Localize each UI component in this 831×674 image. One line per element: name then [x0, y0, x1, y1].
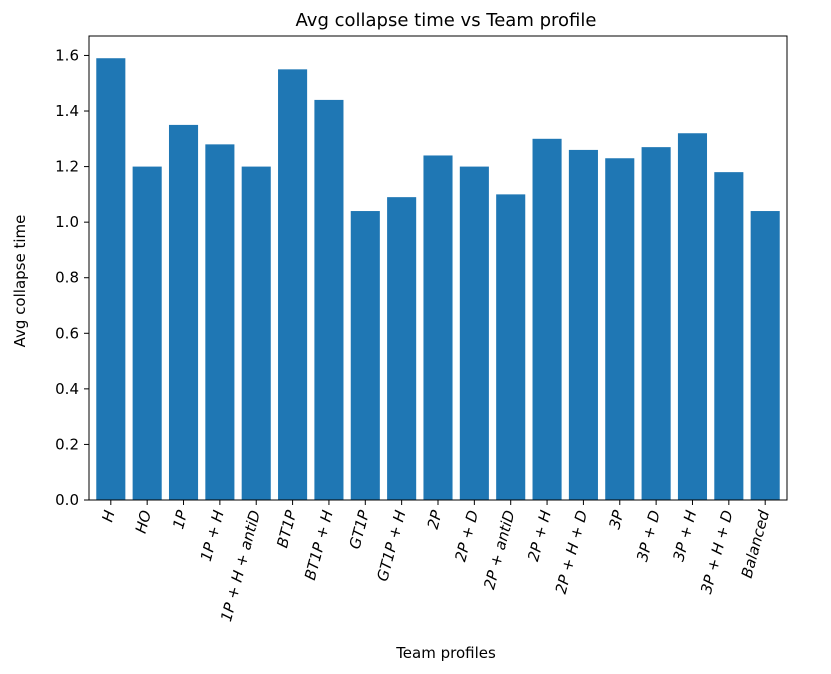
y-axis-ticks: 0.0 0.2 0.4 0.6 0.8 1.0 1.2 1.4 1.6 — [55, 46, 89, 509]
y-tick-label-8: 1.6 — [55, 46, 79, 64]
chart-title: Avg collapse time vs Team profile — [296, 10, 597, 31]
bar-17 — [714, 172, 744, 500]
x-tick-label-6: BT1P + H — [301, 508, 337, 582]
x-tick-label-1: HO — [132, 508, 155, 535]
y-tick-label-2: 0.4 — [55, 380, 79, 398]
bar-16 — [677, 133, 708, 500]
bar-9 — [423, 155, 453, 500]
x-tick-label-17: 3P + H + D — [697, 508, 737, 595]
x-tick-label-9: 2P — [424, 507, 446, 531]
x-tick-label-14: 3P — [605, 507, 627, 531]
x-tick-label-16: 3P + H — [670, 508, 701, 563]
x-tick-label-2: 1P — [169, 507, 191, 531]
bar-3 — [205, 144, 235, 500]
bars-group — [96, 58, 780, 501]
x-tick-label-10: 2P + D — [451, 508, 482, 563]
bar-8 — [387, 197, 417, 500]
y-tick-label-5: 1.0 — [55, 213, 79, 231]
x-tick-label-8: GT1P + H — [373, 508, 409, 583]
y-tick-label-4: 0.8 — [55, 269, 79, 287]
bar-18 — [750, 211, 780, 500]
x-tick-label-5: BT1P — [273, 507, 300, 549]
x-tick-label-7: GT1P — [346, 507, 374, 551]
bar-7 — [350, 211, 380, 500]
y-tick-label-0: 0.0 — [55, 491, 79, 509]
y-tick-label-3: 0.6 — [55, 324, 79, 342]
bar-13 — [568, 149, 598, 500]
y-axis-label: Avg collapse time — [11, 215, 29, 348]
x-axis-ticks: H HO 1P 1P + H1P + H + antiD BT1P BT1P + H GT1… — [98, 500, 773, 624]
x-tick-label-15: 3P + D — [633, 508, 664, 563]
x-tick-label-0: H — [98, 508, 118, 524]
x-tick-label-11: 2P + antiD — [480, 508, 518, 591]
bar-14 — [605, 158, 635, 500]
bar-12 — [532, 138, 562, 500]
bar-4 — [241, 166, 271, 500]
bar-10 — [459, 166, 489, 500]
y-tick-label-1: 0.2 — [55, 435, 79, 453]
bar-5 — [278, 69, 308, 501]
bar-2 — [168, 124, 199, 500]
bar-0 — [96, 58, 126, 501]
bar-15 — [641, 147, 671, 500]
bar-11 — [496, 194, 526, 500]
y-tick-label-6: 1.2 — [55, 158, 79, 176]
x-tick-label-3: 1P + H — [197, 508, 228, 563]
plot-area-frame — [88, 35, 788, 501]
y-tick-label-7: 1.4 — [55, 102, 79, 120]
bar-6 — [314, 99, 344, 501]
x-tick-label-13: 2P + H + D — [552, 508, 592, 595]
x-axis-label: Team profiles — [395, 644, 496, 662]
x-tick-label-12: 2P + H — [524, 508, 555, 563]
x-tick-label-18: Balanced — [738, 508, 773, 580]
bar-1 — [132, 166, 162, 500]
